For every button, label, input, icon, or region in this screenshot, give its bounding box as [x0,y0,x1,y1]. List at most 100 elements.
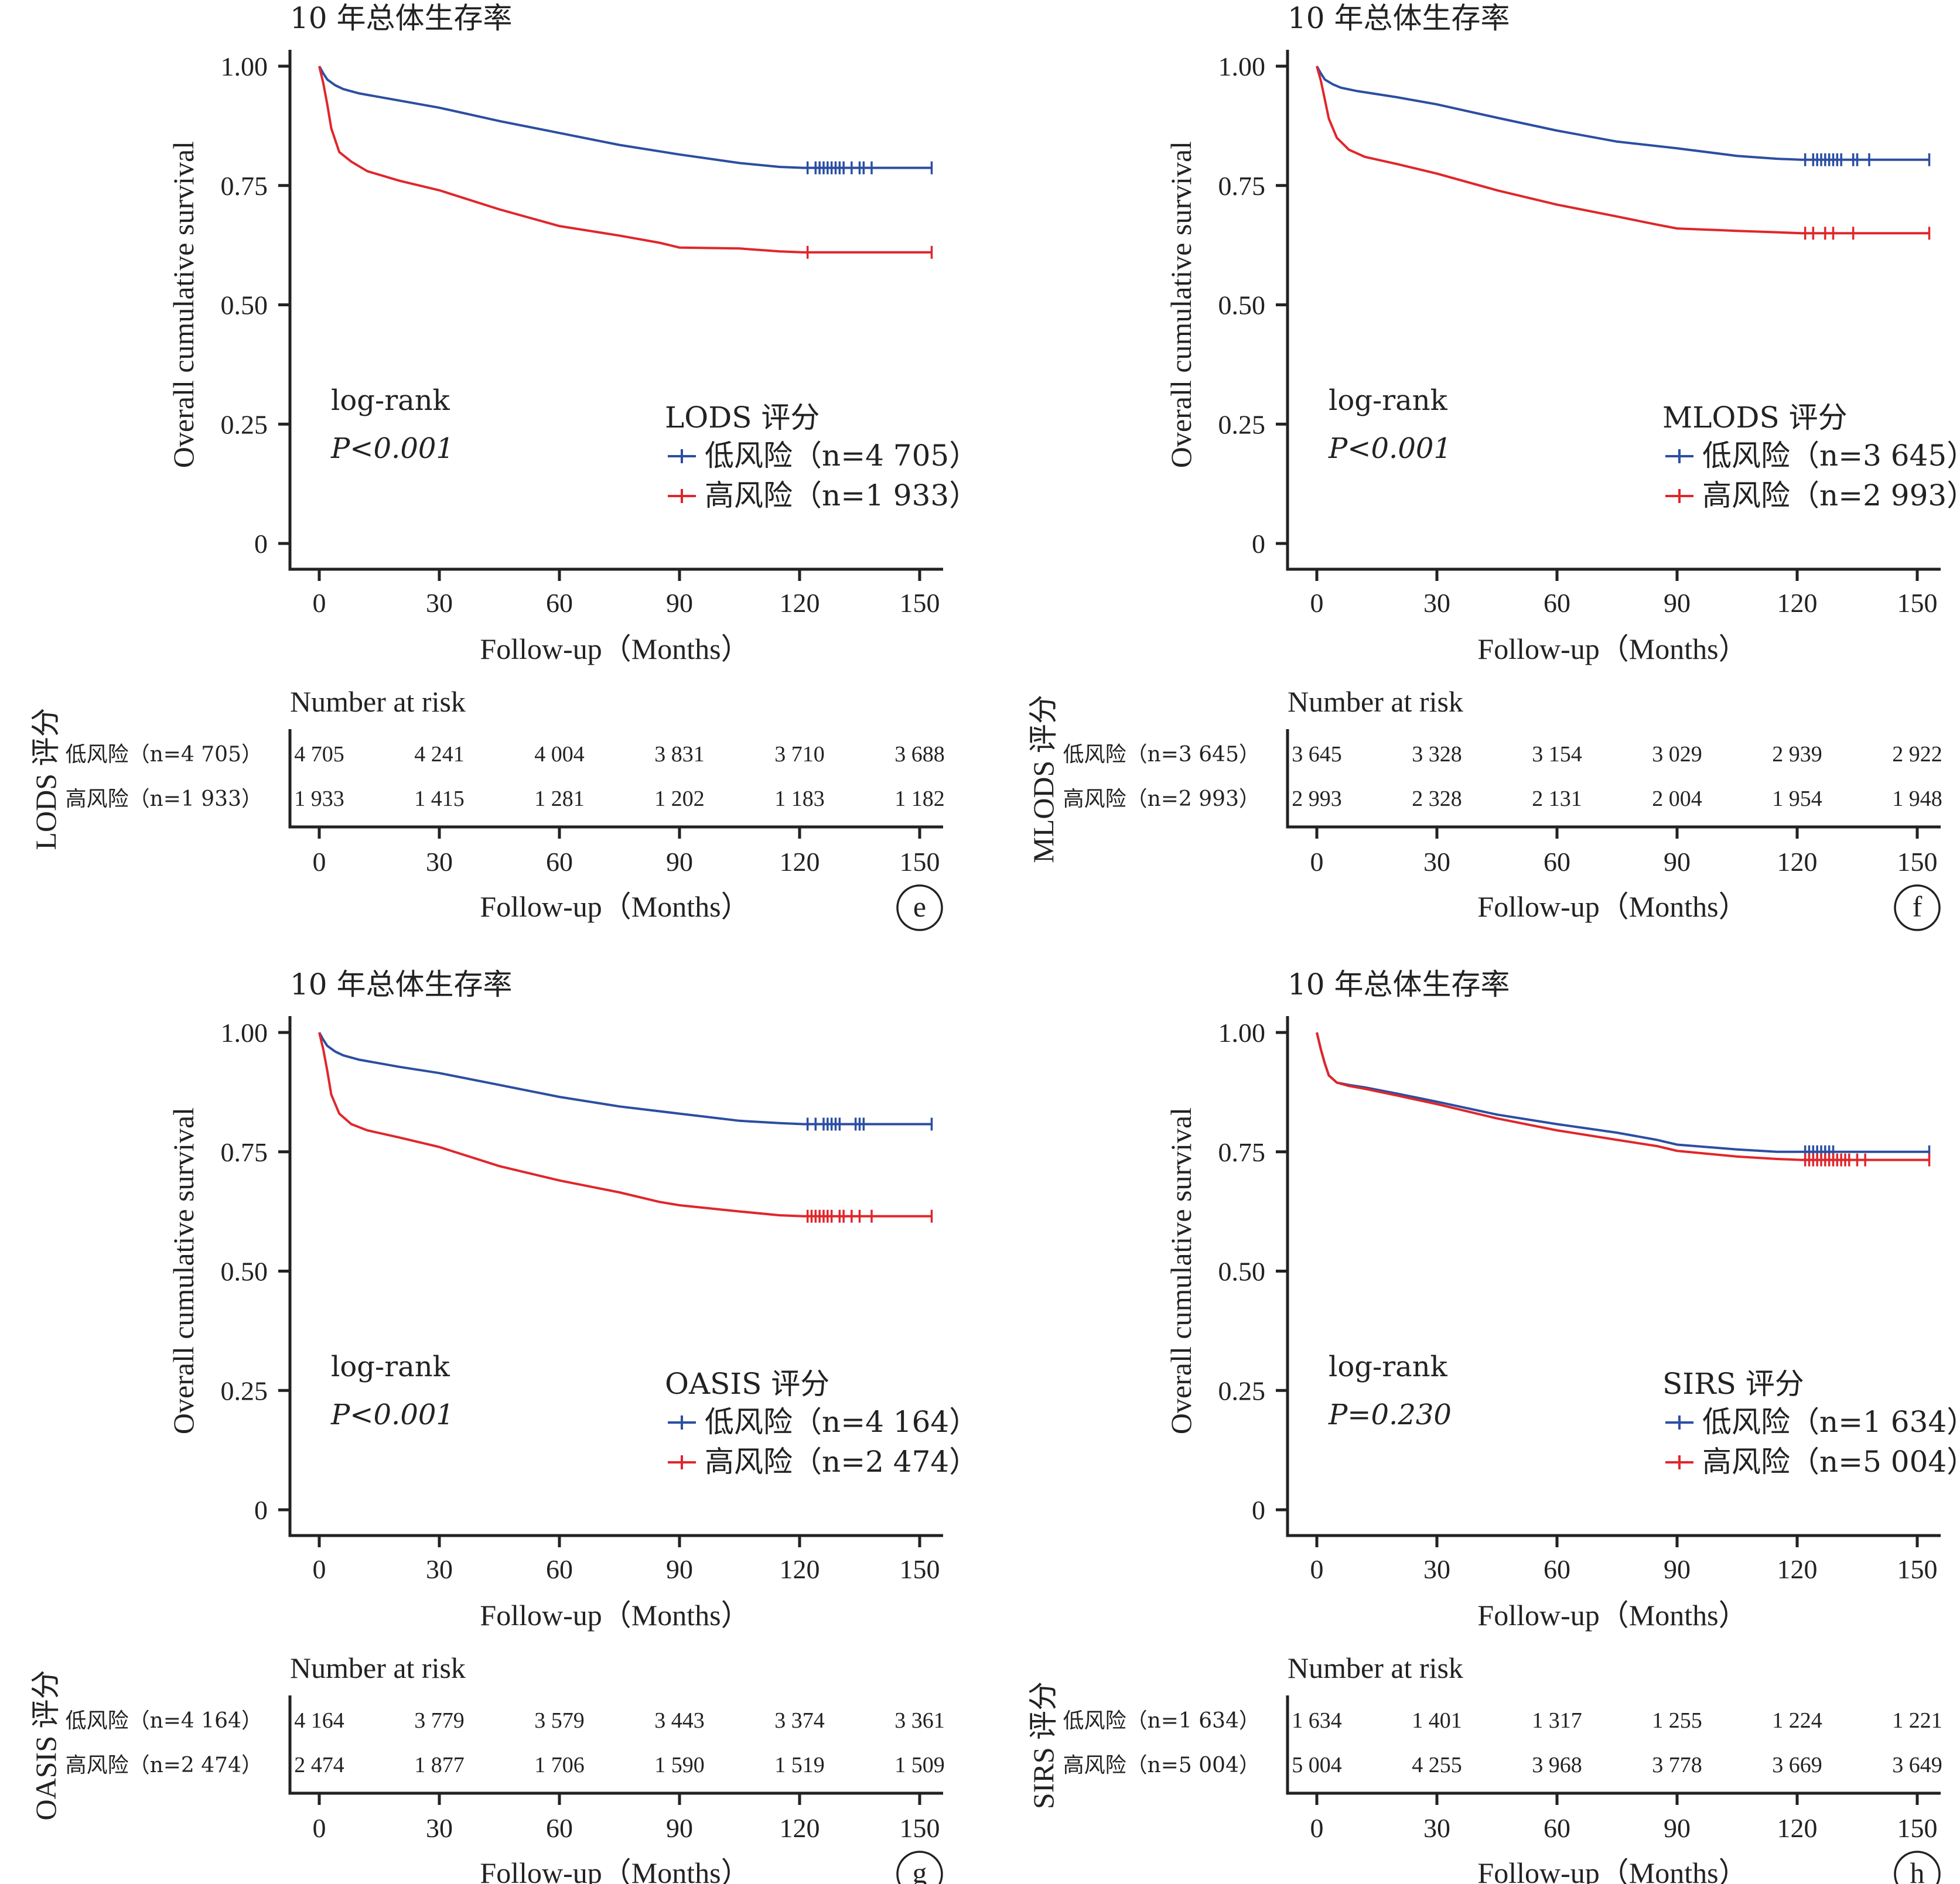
x-tick-label: 150 [900,588,940,618]
risk-value: 4 705 [294,742,344,767]
panel-badge-circle [1894,884,1941,931]
risk-table-ylabel: OASIS 评分 [29,1670,62,1821]
risk-x-axis-label: Follow-up（Months） [1477,890,1747,923]
panel-letter: h [1910,1856,1925,1884]
risk-table-ylabel: MLODS 评分 [1027,695,1060,863]
risk-x-axis-label: Follow-up（Months） [480,890,750,923]
chart-title: 10 年总体生存率 [1288,967,1510,1001]
x-tick-label: 0 [313,1554,326,1584]
y-tick-label: 0 [254,1495,268,1525]
risk-x-tick-label: 150 [1897,1813,1938,1843]
legend-entry: 高风险（n=2 993） [1702,478,1960,512]
risk-x-tick-label: 120 [780,847,820,877]
risk-value: 1 221 [1892,1708,1942,1733]
km-panel-h: 10 年总体生存率 Overall cumulative survival 0 0.2… [1027,967,1960,1884]
km-panel-e: 10 年总体生存率 Overall cumulative survival 0 0.2… [29,1,978,931]
risk-value: 1 182 [894,787,945,811]
risk-row-label: 低风险（n=3 645） [1063,743,1260,767]
logrank-label: log-rank [1329,1350,1448,1383]
risk-value: 1 255 [1652,1708,1702,1733]
y-tick-label: 0 [1252,529,1265,559]
risk-x-tick-label: 0 [313,1813,326,1843]
y-tick-label: 0.75 [1218,171,1266,201]
risk-value: 3 645 [1292,742,1342,767]
risk-table-axes [288,729,943,829]
risk-value: 2 939 [1772,742,1822,767]
risk-table-ylabel: SIRS 评分 [1027,1681,1060,1809]
legend-entry: 低风险（n=4 164） [705,1405,978,1439]
risk-value: 1 706 [534,1753,585,1777]
legend-entry: 高风险（n=5 004） [1702,1445,1960,1479]
risk-value: 1 877 [414,1753,465,1777]
legend-entry: 高风险（n=2 474） [705,1445,978,1479]
logrank-label: log-rank [1329,384,1448,417]
legend-entry: 低风险（n=4 705） [705,439,978,473]
risk-x-tick-label: 60 [546,847,573,877]
panel-badge-circle [896,1851,943,1884]
y-tick-label: 0.25 [221,1376,268,1406]
chart-title: 10 年总体生存率 [1288,1,1510,35]
x-tick-label: 150 [1897,1554,1938,1584]
risk-value: 3 669 [1772,1753,1822,1777]
risk-value: 1 183 [774,787,825,811]
x-tick-label: 60 [546,588,573,618]
x-tick-label: 60 [1544,1554,1570,1584]
risk-x-tick-label: 0 [1310,1813,1324,1843]
legend-entry: 高风险（n=1 933） [705,478,978,512]
legend-title: SIRS 评分 [1662,1367,1804,1401]
y-axis-label: Overall cumulative survival [167,141,200,468]
risk-value: 3 154 [1532,742,1582,767]
risk-x-axis-label: Follow-up（Months） [1477,1856,1747,1884]
y-axis-label: Overall cumulative survival [1165,1107,1197,1434]
risk-table-header: Number at risk [290,1652,466,1684]
risk-x-tick-label: 150 [900,847,940,877]
risk-value: 3 649 [1892,1753,1942,1777]
risk-x-tick-label: 30 [426,1813,453,1843]
risk-value: 1 224 [1772,1708,1822,1733]
x-tick-label: 0 [313,588,326,618]
y-tick-label: 0.50 [221,290,268,320]
survival-curve-high-risk [318,1032,932,1218]
x-tick-label: 30 [426,1554,453,1584]
main-axes [288,1016,943,1537]
km-panel-f: 10 年总体生存率 Overall cumulative survival 0 0.2… [1027,1,1960,931]
risk-value: 3 710 [774,742,825,767]
risk-value: 3 968 [1532,1753,1582,1777]
risk-value: 3 831 [654,742,705,767]
risk-x-axis-label: Follow-up（Months） [480,1856,750,1884]
survival-curve-low-risk [318,66,932,169]
risk-x-tick-label: 150 [1897,847,1938,877]
risk-row-label: 低风险（n=1 634） [1063,1709,1260,1733]
p-value: P<0.001 [330,432,454,465]
risk-x-tick-label: 90 [666,1813,693,1843]
x-tick-label: 120 [780,588,820,618]
x-tick-label: 60 [546,1554,573,1584]
y-tick-label: 1.00 [1218,52,1266,81]
risk-x-tick-label: 60 [546,1813,573,1843]
risk-value: 1 281 [534,787,585,811]
risk-x-tick-label: 120 [1777,1813,1818,1843]
risk-x-tick-label: 30 [1423,847,1450,877]
risk-value: 1 202 [654,787,705,811]
chart-title: 10 年总体生存率 [290,967,513,1001]
legend-title: LODS 评分 [665,401,819,435]
p-value: P<0.001 [330,1399,454,1431]
p-value: P=0.230 [1328,1399,1452,1431]
risk-value: 1 401 [1412,1708,1462,1733]
risk-table-axes [1286,729,1941,829]
x-tick-label: 90 [666,588,693,618]
risk-value: 2 004 [1652,787,1702,811]
survival-curve-high-risk [1316,66,1930,235]
logrank-label: log-rank [331,384,450,417]
y-axis-label: Overall cumulative survival [1165,141,1197,468]
risk-value: 3 579 [534,1708,585,1733]
risk-table-axes [1286,1695,1941,1795]
risk-value: 2 131 [1532,787,1582,811]
panel-letter: g [913,1856,927,1884]
y-tick-label: 0.50 [221,1257,268,1287]
survival-curve-high-risk [1316,1032,1930,1161]
y-tick-label: 0.25 [1218,1376,1266,1406]
x-tick-label: 120 [1777,588,1818,618]
risk-value: 4 241 [414,742,465,767]
